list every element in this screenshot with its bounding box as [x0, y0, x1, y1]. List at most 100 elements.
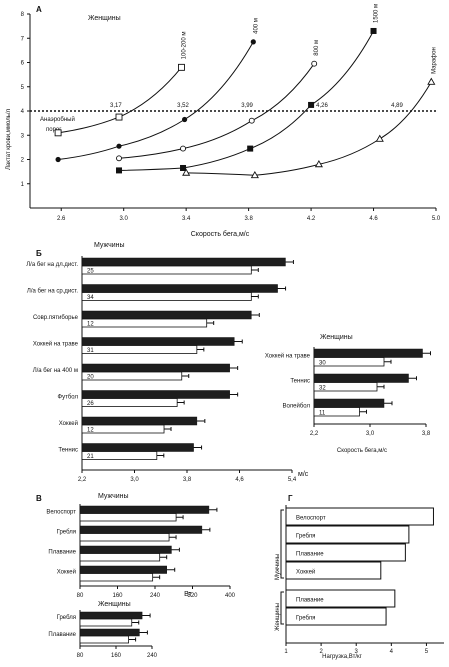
panel-v-men-subtitle: Мужчины — [98, 493, 129, 500]
x-tick-label: 4,6 — [235, 477, 244, 483]
x-tick-label: 1 — [284, 649, 288, 655]
x-tick-label: 2 — [319, 649, 323, 655]
series-label: 100-200 м — [181, 32, 187, 60]
bar-white — [79, 553, 161, 562]
bar-dark — [81, 443, 194, 452]
category-label: Гребля — [57, 615, 76, 621]
x-tick-label: 5,4 — [288, 477, 297, 483]
bar-dark — [81, 390, 230, 399]
bar-outline — [285, 507, 434, 526]
data-point — [370, 27, 377, 34]
panel-v-bar-chart: В Мужчины Вт Женщины 80 160 240 320 400 Велос… — [36, 493, 236, 659]
panel-g-group-men-label: Мужчины — [275, 554, 281, 580]
bar-dark — [81, 337, 235, 346]
x-tick-label: 80 — [77, 653, 84, 659]
bar-white — [81, 371, 183, 381]
bar-dark — [313, 398, 385, 408]
series-800-м: 800 м — [116, 40, 320, 162]
bar-dark — [313, 348, 423, 358]
data-point — [248, 117, 255, 124]
series-line — [118, 63, 315, 159]
panel-a-y-tick-label: 3 — [21, 133, 25, 139]
group-bracket — [280, 591, 284, 625]
data-point — [314, 160, 323, 168]
data-point — [116, 155, 122, 162]
bar-white — [81, 345, 198, 354]
data-point — [55, 156, 61, 163]
panel-a-x-tick-label: 5.0 — [432, 216, 441, 222]
panel-b-women-xlabel: Скорость бега,м/с — [337, 448, 387, 454]
bar-dark — [79, 525, 203, 534]
x-tick-label: 160 — [112, 593, 123, 599]
x-tick-label: 400 — [225, 593, 236, 599]
category-label: Плавание — [48, 550, 76, 556]
panel-a-subtitle: Женщины — [88, 15, 121, 22]
x-tick-label: 3,0 — [130, 477, 139, 483]
panel-a-x-tick-label: 3.0 — [120, 216, 129, 222]
sample-size-label: 34 — [87, 295, 94, 301]
panel-a-axes: 2.6 3.0 3.4 3.8 4.2 4.6 5.0 1 2 3 4 5 6 7 8 — [21, 12, 441, 222]
panel-g-xlabel: Нагрузка,Вт/кг — [322, 654, 362, 660]
panel-a-ylabel: Лактат крови,ммоль/л — [6, 108, 12, 170]
category-label: Л/а бег на дл.дист. — [26, 262, 78, 268]
panel-g-letter: Г — [288, 494, 293, 503]
panel-b-women-subtitle: Женщины — [320, 334, 353, 341]
category-label: Футбол — [58, 395, 79, 401]
panel-a-letter: A — [36, 5, 42, 14]
bar-outline — [285, 561, 382, 580]
category-label: Плавание — [48, 632, 76, 638]
data-point — [308, 101, 315, 108]
panel-b-men-plot: 2,2 3,0 3,8 4,6 5,4 Л/а бег на дл.дист. 25 Л/а … — [26, 256, 297, 483]
series-Марафон: Марафон — [182, 47, 437, 179]
bar-white — [79, 573, 154, 582]
data-point — [181, 116, 188, 123]
bar-white — [81, 318, 208, 328]
panel-a-y-tick-label: 6 — [21, 61, 25, 67]
panel-v-men-plot: 80 160 240 320 400 Велоспорт Гребля Плавание Хок… — [46, 504, 236, 599]
panel-a-x-tick-label: 2.6 — [57, 216, 66, 222]
panel-v-women-plot: 80 160 240 Гребля Плавание — [48, 610, 158, 659]
bar-outline — [285, 543, 406, 562]
category-label: Гребля — [296, 534, 315, 540]
sample-size-label: 12 — [87, 322, 94, 328]
data-point — [178, 63, 185, 71]
panel-a-x-tick-label: 4.6 — [369, 216, 378, 222]
bar-dark — [79, 545, 172, 554]
category-label: Совр.пятиборье — [33, 315, 79, 321]
bar-white — [81, 265, 252, 275]
data-point — [54, 129, 62, 137]
x-tick-label: 5 — [425, 649, 429, 655]
panel-b-letter: Б — [36, 249, 42, 258]
category-label: Велоспорт — [46, 510, 76, 516]
category-label: Хоккей на траве — [265, 353, 311, 360]
sample-size-label: 32 — [319, 386, 326, 392]
panel-a-y-tick-label: 2 — [21, 158, 25, 164]
bar-white — [79, 533, 170, 542]
x-tick-label: 2,2 — [310, 431, 319, 437]
x-tick-label: 80 — [77, 593, 84, 599]
panel-v-letter: В — [36, 494, 42, 503]
data-point — [180, 145, 186, 152]
x-tick-label: 240 — [150, 593, 161, 599]
x-tick-label: 240 — [147, 653, 158, 659]
series-100-200-м: 100-200 м — [54, 32, 187, 137]
bar-dark — [79, 628, 140, 637]
series-line — [118, 30, 374, 171]
x-tick-label: 160 — [111, 653, 122, 659]
panel-a-x-tick-label: 4.2 — [307, 216, 316, 222]
threshold-label-line2: порог — [46, 127, 62, 133]
data-point — [250, 170, 259, 179]
sample-size-label: 26 — [87, 401, 94, 407]
panel-a-y-tick-label: 7 — [21, 36, 25, 42]
category-label: Л/а бег на 400 м — [33, 368, 78, 374]
category-label: Хоккей — [296, 569, 315, 576]
sample-size-label: 21 — [87, 454, 94, 460]
category-label: Теннис — [58, 448, 78, 454]
category-label: Хоккей — [59, 420, 78, 427]
threshold-speed-label: 3,99 — [241, 103, 253, 109]
panel-v-xlabel: Вт — [184, 591, 192, 598]
series-label: 800 м — [314, 40, 320, 56]
series-line — [58, 67, 182, 134]
category-label: Велоспорт — [296, 516, 326, 522]
threshold-speed-label: 4,26 — [316, 103, 328, 109]
